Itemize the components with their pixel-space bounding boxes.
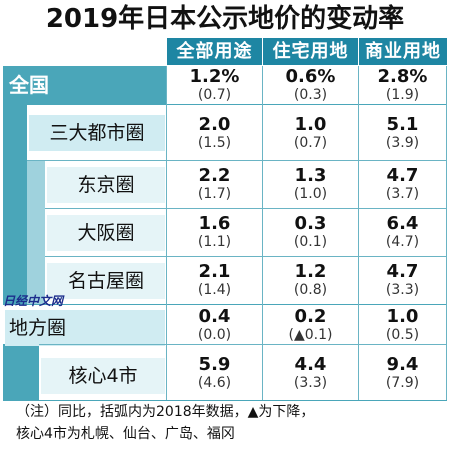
- cell-three-metro-all: 2.0 (1.5): [167, 115, 262, 152]
- value-2019: 1.0: [386, 306, 419, 327]
- divider: [3, 304, 447, 305]
- value-2019: 1.2: [294, 261, 327, 282]
- row-label-tokyo: 东京圈: [47, 167, 165, 203]
- value-2019: 2.2: [198, 165, 231, 186]
- nationwide-band: 全国: [3, 66, 167, 104]
- watermark-logo: 日经中文网: [3, 294, 64, 308]
- value-2018: (1.0): [293, 186, 328, 202]
- side-bar-inner: [27, 160, 45, 304]
- header-all-use: 全部用途: [167, 38, 262, 65]
- cell-regional-residential: 0.2 (▲0.1): [263, 307, 358, 344]
- divider: [45, 256, 447, 257]
- value-2018: (3.3): [385, 282, 420, 298]
- divider: [446, 66, 447, 400]
- value-2018: (0.1): [293, 234, 328, 250]
- header-commercial: 商业用地: [359, 38, 447, 65]
- value-2018: (0.7): [197, 87, 232, 103]
- value-2019: 2.1: [198, 261, 231, 282]
- value-2019: 2.0: [198, 114, 231, 135]
- value-2019: 1.6: [198, 213, 231, 234]
- value-2018: (0.3): [293, 87, 328, 103]
- value-2019: 6.4: [386, 213, 419, 234]
- row-label-regional: 地方圈: [5, 310, 165, 346]
- value-2018: (3.7): [385, 186, 420, 202]
- cell-nationwide-all: 1.2% (0.7): [167, 67, 262, 104]
- row-label-three-metro: 三大都市圈: [29, 115, 165, 151]
- value-2018: (0.0): [197, 327, 232, 343]
- value-2019: 0.6%: [285, 66, 336, 87]
- divider: [166, 66, 167, 400]
- row-label-osaka: 大阪圈: [47, 215, 165, 251]
- cell-nagoya-commercial: 4.7 (3.3): [355, 262, 450, 299]
- value-2019: 1.2%: [189, 66, 240, 87]
- value-2018: (1.5): [197, 135, 232, 151]
- side-bar-core: [3, 344, 39, 400]
- divider: [3, 104, 447, 105]
- cell-osaka-residential: 0.3 (0.1): [263, 214, 358, 251]
- row-label-core4: 核心4市: [41, 358, 165, 394]
- value-2019: 0.3: [294, 213, 327, 234]
- value-2018: (1.1): [197, 234, 232, 250]
- row-label-nagoya: 名古屋圈: [47, 263, 165, 299]
- divider: [27, 160, 447, 161]
- footnote-line-2: 核心4市为札幌、仙台、广岛、福冈: [16, 426, 235, 442]
- value-2018: (1.9): [385, 87, 420, 103]
- cell-core4-all: 5.9 (4.6): [167, 355, 262, 392]
- value-2019: 1.0: [294, 114, 327, 135]
- cell-osaka-all: 1.6 (1.1): [167, 214, 262, 251]
- value-2019: 5.1: [386, 114, 419, 135]
- footnote-line-1: （注）同比，括弧内为2018年数据，▲为下降，: [16, 404, 315, 420]
- row-label-nationwide: 全国: [9, 73, 49, 97]
- divider: [45, 208, 447, 209]
- cell-regional-commercial: 1.0 (0.5): [355, 307, 450, 344]
- value-2018: (▲0.1): [288, 327, 333, 343]
- cell-osaka-commercial: 6.4 (4.7): [355, 214, 450, 251]
- cell-core4-residential: 4.4 (3.3): [263, 355, 358, 392]
- divider: [262, 66, 263, 400]
- value-2018: (4.6): [197, 375, 232, 391]
- cell-three-metro-residential: 1.0 (0.7): [263, 115, 358, 152]
- cell-regional-all: 0.4 (0.0): [167, 307, 262, 344]
- value-2018: (1.7): [197, 186, 232, 202]
- value-2018: (7.9): [385, 375, 420, 391]
- value-2018: (0.5): [385, 327, 420, 343]
- side-bar-outer: [3, 104, 27, 304]
- value-2019: 5.9: [198, 354, 231, 375]
- value-2019: 0.2: [294, 306, 327, 327]
- value-2018: (3.9): [385, 135, 420, 151]
- value-2018: (4.7): [385, 234, 420, 250]
- value-2019: 4.7: [386, 261, 419, 282]
- cell-nationwide-commercial: 2.8% (1.9): [355, 67, 450, 104]
- value-2019: 9.4: [386, 354, 419, 375]
- cell-tokyo-all: 2.2 (1.7): [167, 166, 262, 203]
- value-2019: 2.8%: [377, 66, 428, 87]
- value-2019: 0.4: [198, 306, 231, 327]
- divider: [39, 344, 447, 345]
- value-2018: (3.3): [293, 375, 328, 391]
- cell-nagoya-all: 2.1 (1.4): [167, 262, 262, 299]
- cell-tokyo-residential: 1.3 (1.0): [263, 166, 358, 203]
- divider: [358, 66, 359, 400]
- value-2019: 4.7: [386, 165, 419, 186]
- cell-nagoya-residential: 1.2 (0.8): [263, 262, 358, 299]
- cell-core4-commercial: 9.4 (7.9): [355, 355, 450, 392]
- cell-nationwide-residential: 0.6% (0.3): [263, 67, 358, 104]
- value-2019: 4.4: [294, 354, 327, 375]
- value-2019: 1.3: [294, 165, 327, 186]
- page-title: 2019年日本公示地价的变动率: [45, 4, 405, 34]
- cell-tokyo-commercial: 4.7 (3.7): [355, 166, 450, 203]
- value-2018: (0.7): [293, 135, 328, 151]
- value-2018: (0.8): [293, 282, 328, 298]
- cell-three-metro-commercial: 5.1 (3.9): [355, 115, 450, 152]
- footnote: （注）同比，括弧内为2018年数据，▲为下降， 核心4市为札幌、仙台、广岛、福冈: [16, 401, 446, 445]
- header-residential: 住宅用地: [263, 38, 358, 65]
- divider: [3, 400, 447, 401]
- value-2018: (1.4): [197, 282, 232, 298]
